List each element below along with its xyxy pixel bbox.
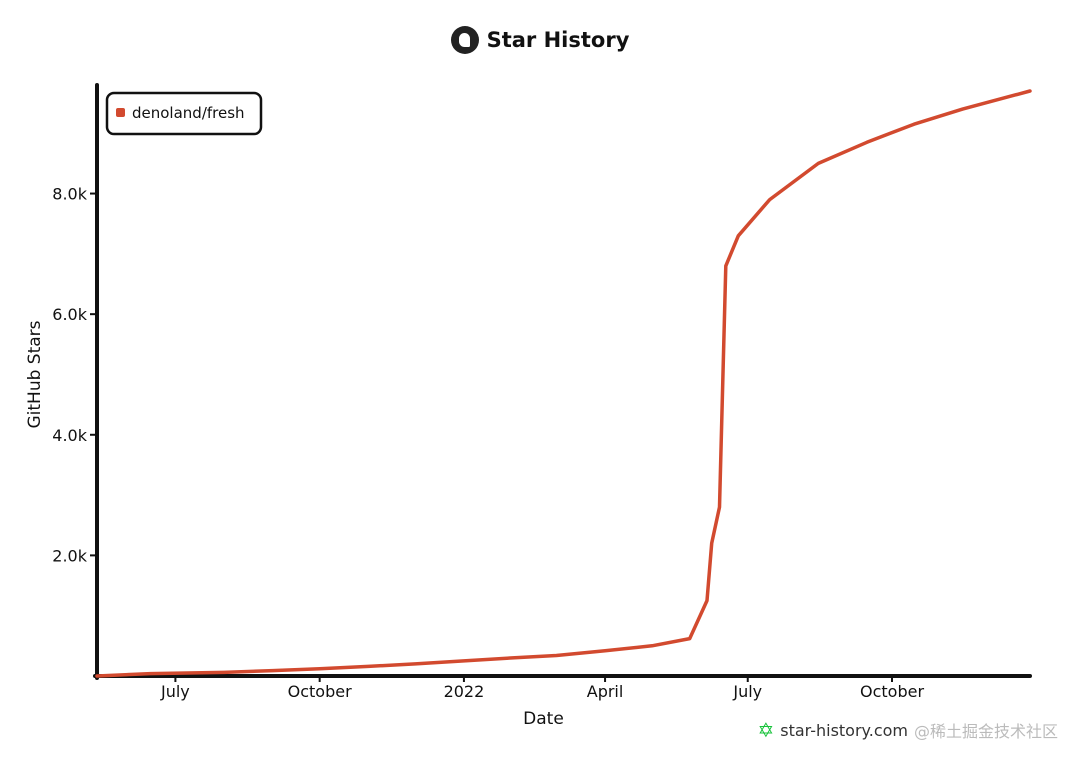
legend-label: denoland/fresh	[132, 104, 245, 122]
y-tick-label: 4.0k	[52, 426, 87, 445]
y-axis-label: GitHub Stars	[25, 320, 45, 428]
chart-title: Star History	[486, 28, 630, 52]
legend-box	[105, 91, 263, 136]
x-tick-label: 2022	[444, 682, 485, 701]
x-tick-label: July	[732, 682, 762, 701]
star-history-logo-icon	[450, 26, 479, 54]
x-axis-label: Date	[523, 709, 564, 729]
watermark: ✡ star-history.com @稀土掘金技术社区	[757, 718, 1058, 742]
y-tick-label: 8.0k	[52, 185, 87, 204]
watermark-overlay-text: @稀土掘金技术社区	[913, 722, 1058, 741]
watermark-text: star-history.com	[780, 720, 908, 740]
legend-swatch	[116, 108, 125, 117]
x-tick-label: October	[860, 682, 924, 701]
series-line-denoland-fresh	[95, 89, 1032, 678]
chart-title-wrap: Star History	[0, 26, 1080, 54]
star-outline-icon: ✡	[757, 718, 775, 742]
y-tick-label: 2.0k	[52, 546, 87, 565]
x-tick-label: October	[288, 682, 352, 701]
x-tick-label: July	[160, 682, 190, 701]
x-tick-label: April	[587, 682, 624, 701]
y-tick-label: 6.0k	[52, 305, 87, 324]
